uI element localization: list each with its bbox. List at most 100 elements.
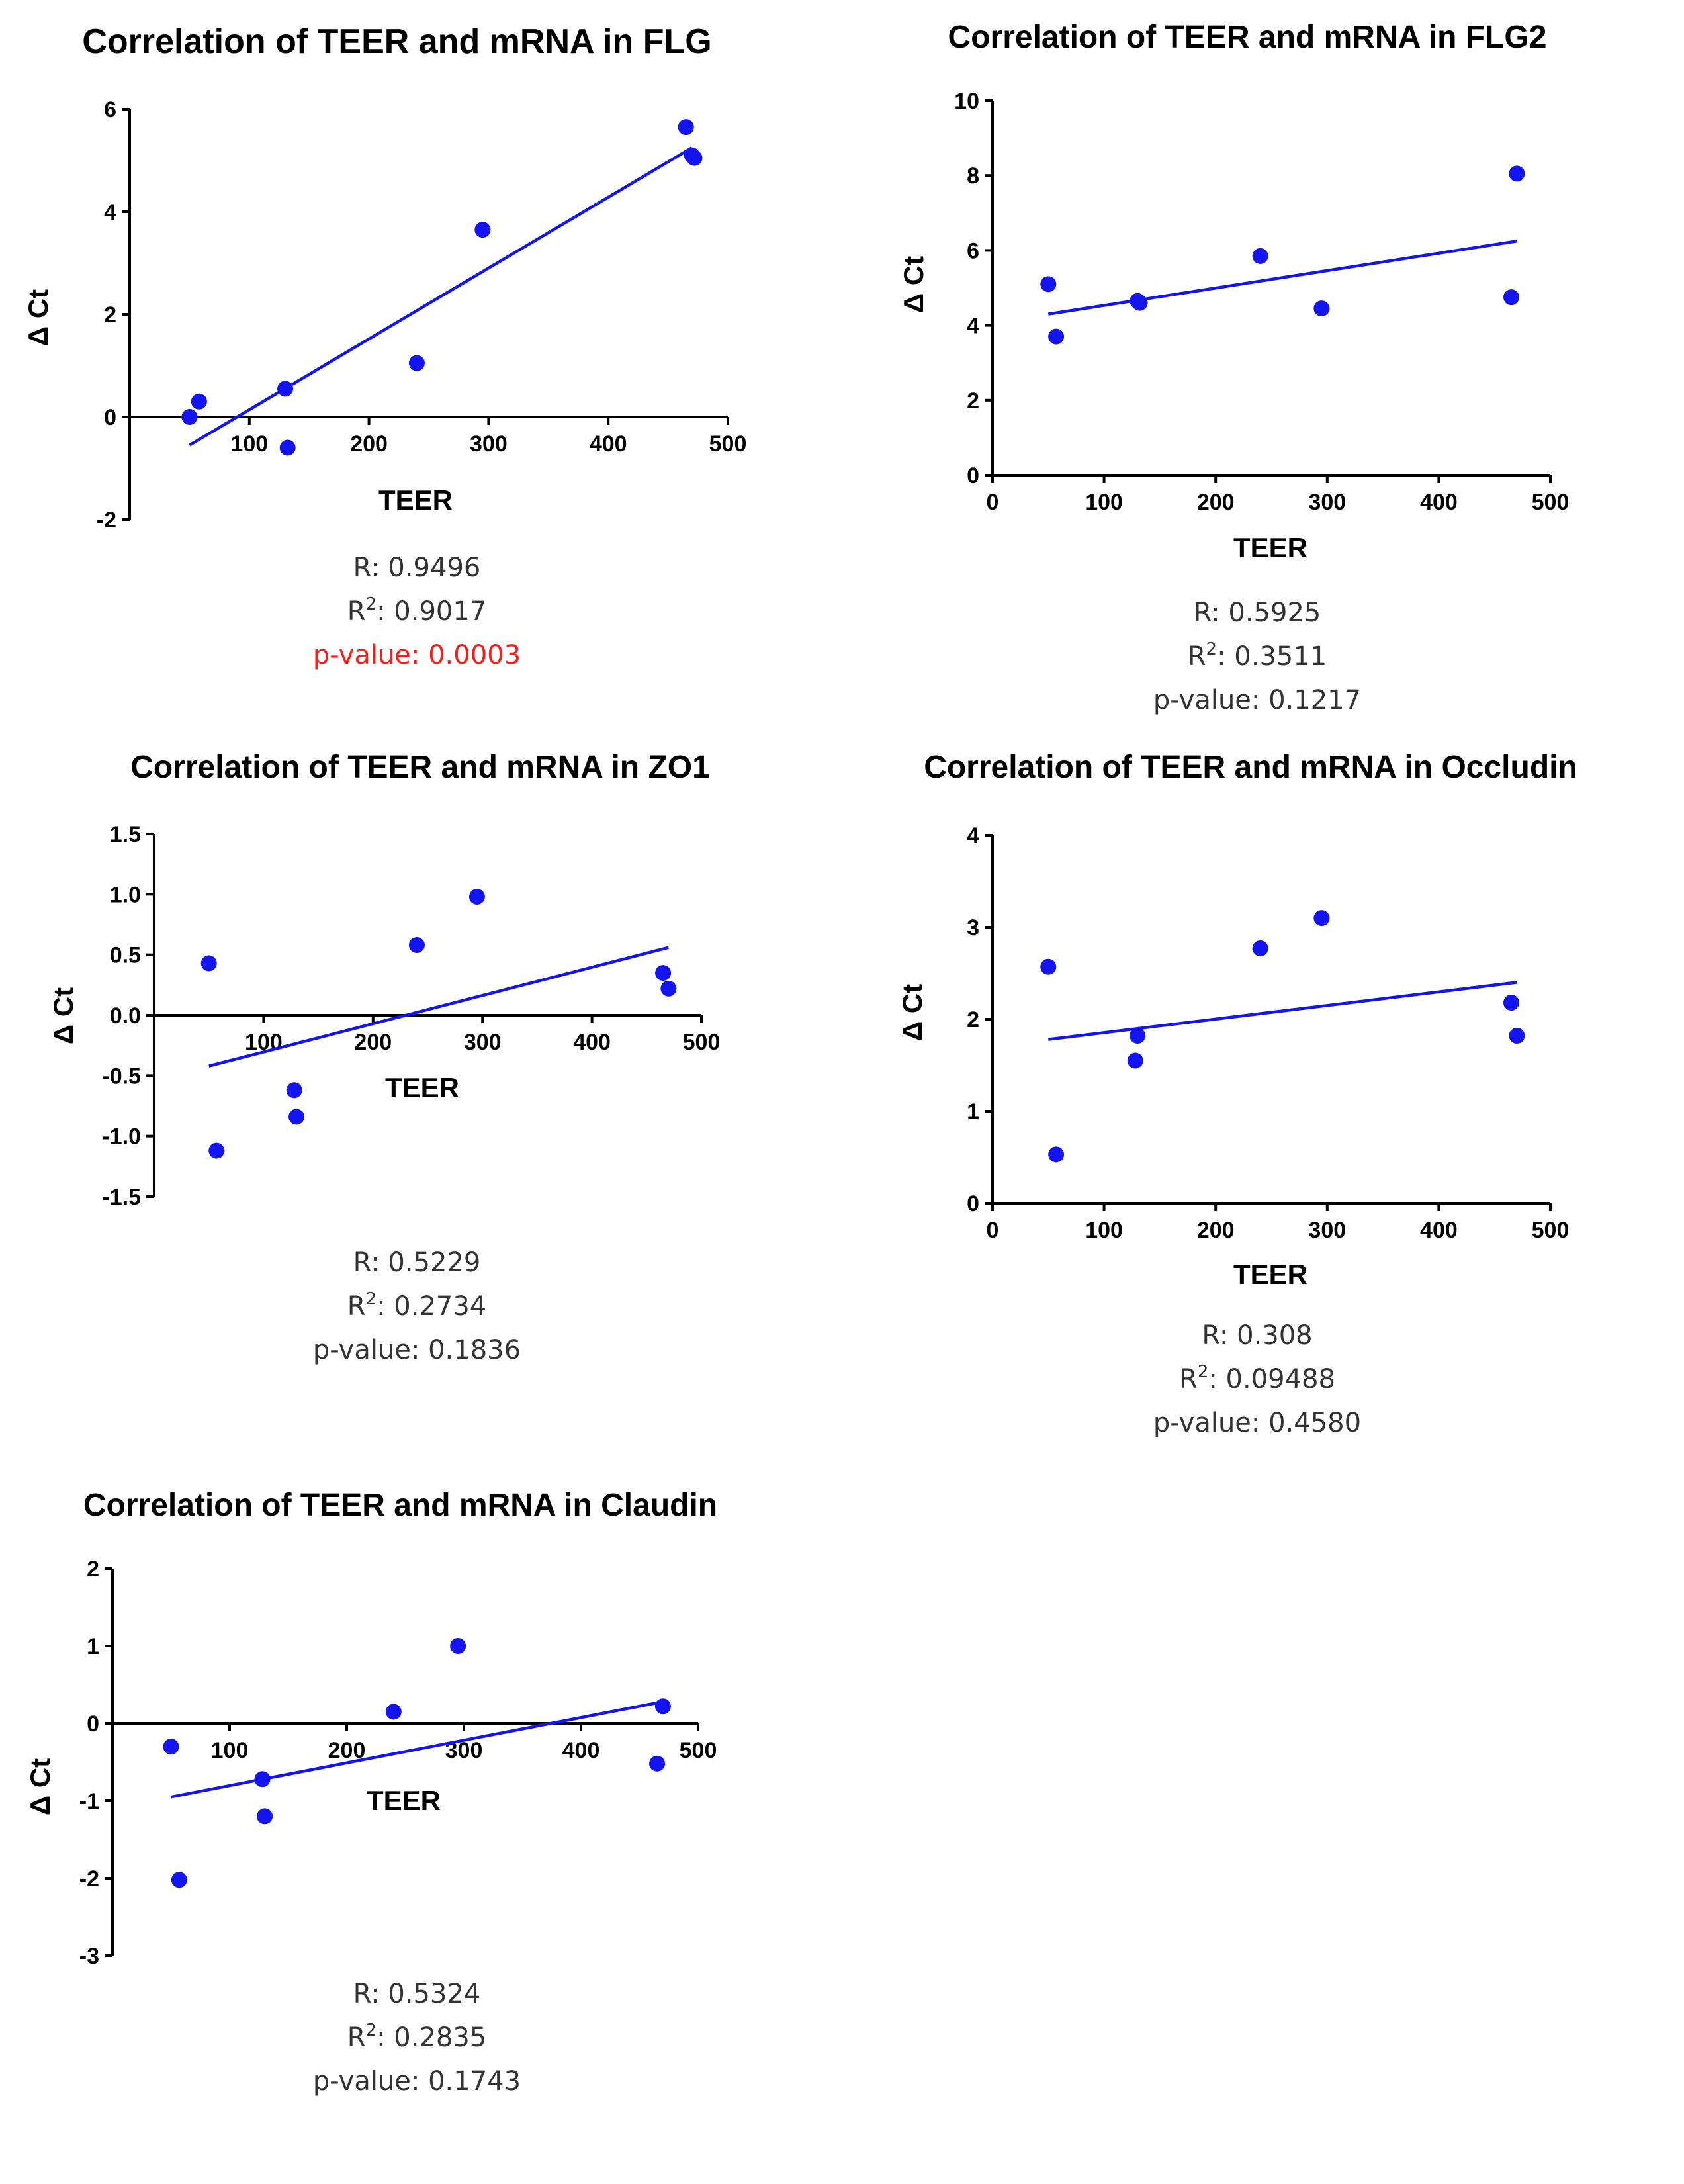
regression-line — [1047, 240, 1517, 316]
stat-p-value: p-value: 0.1217 — [1153, 685, 1362, 715]
y-tick-label: 2 — [87, 1557, 99, 1582]
data-point — [385, 1704, 402, 1720]
data-point — [1040, 276, 1057, 293]
x-tick-label: 200 — [1197, 490, 1235, 515]
x-axis-label: TEER — [378, 484, 453, 516]
x-tick-label: 500 — [709, 432, 747, 457]
x-axis-label: TEER — [1233, 532, 1307, 563]
chart-occludin: Correlation of TEER and mRNA in Occludin… — [897, 750, 1577, 1290]
y-axis-label: Δ Ct — [22, 289, 54, 346]
y-tick-label: 0 — [87, 1711, 99, 1737]
chart-title: Correlation of TEER and mRNA in ZO1 — [130, 750, 710, 785]
stat-p-value: p-value: 0.1836 — [312, 1335, 521, 1365]
data-point — [678, 119, 694, 136]
data-point — [1509, 1028, 1525, 1044]
chart-flg: Correlation of TEER and mRNA in FLG -2 0 2… — [22, 23, 747, 533]
x-axis-label: TEER — [385, 1072, 459, 1103]
y-tick-label: -3 — [79, 1944, 99, 1969]
data-point — [1131, 295, 1148, 311]
stat-r: R: 0.5925 — [1193, 598, 1321, 628]
data-point — [649, 1755, 666, 1772]
y-tick-label: 2 — [104, 302, 116, 328]
data-point — [1313, 300, 1330, 317]
x-tick-label: 100 — [211, 1738, 249, 1763]
y-tick-label: 3 — [967, 915, 979, 940]
chart-panel-flg2: Correlation of TEER and mRNA in FLG2 0 2 4… — [844, 0, 1684, 715]
x-tick-label: 300 — [470, 432, 508, 457]
x-tick-label: 300 — [1308, 490, 1346, 515]
data-point — [163, 1739, 179, 1755]
stat-r2: R2: 0.2835 — [347, 2021, 487, 2053]
x-axis-label: TEER — [367, 1785, 441, 1816]
chart-panel-claudin: Correlation of TEER and mRNA in Claudin … — [0, 1469, 840, 2184]
stat-p-value: p-value: 0.1743 — [312, 2066, 521, 2097]
stat-r: R: 0.5229 — [353, 1248, 481, 1278]
regression-line — [189, 146, 693, 447]
stat-r: R: 0.308 — [1202, 1320, 1313, 1351]
data-point — [1048, 1146, 1065, 1163]
y-tick-label: -0.5 — [102, 1064, 141, 1089]
chart-title: Correlation of TEER and mRNA in FLG — [82, 23, 711, 61]
x-tick-label: 0 — [987, 1218, 999, 1243]
x-tick-label: 200 — [1197, 1218, 1235, 1243]
x-tick-label: 200 — [350, 432, 388, 457]
regression-line — [1048, 981, 1517, 1041]
data-point — [208, 1142, 225, 1159]
x-tick-label: 300 — [1308, 1218, 1346, 1243]
chart-panel-zo1: Correlation of TEER and mRNA in ZO1 -1.5… — [0, 735, 840, 1449]
y-axis-label: Δ Ct — [48, 987, 79, 1044]
x-tick-label: 400 — [562, 1738, 600, 1763]
x-tick-label: 400 — [1420, 490, 1458, 515]
stat-r: R: 0.5324 — [353, 1979, 481, 2009]
y-tick-label: 1 — [967, 1099, 979, 1124]
data-point — [1503, 994, 1519, 1011]
y-tick-label: 0.0 — [110, 1003, 141, 1028]
data-point — [654, 1698, 671, 1715]
y-tick-label: -1 — [79, 1789, 99, 1814]
data-point — [1127, 1052, 1143, 1069]
chart-title: Correlation of TEER and mRNA in FLG2 — [948, 20, 1547, 55]
x-tick-label: 200 — [328, 1738, 366, 1763]
stat-r2: R2: 0.3511 — [1187, 639, 1327, 672]
x-tick-label: 200 — [354, 1030, 392, 1055]
y-axis-label: Δ Ct — [898, 256, 929, 313]
stats-block: R: 0.5925 R2: 0.3511 p-value: 0.1217 — [1131, 591, 1383, 722]
x-tick-label: 100 — [1085, 490, 1123, 515]
stats-block: R: 0.5324 R2: 0.2835 p-value: 0.1743 — [291, 1972, 543, 2103]
y-tick-label: 0 — [104, 405, 116, 430]
stats-block: R: 0.308 R2: 0.09488 p-value: 0.4580 — [1131, 1314, 1383, 1445]
data-point — [660, 980, 677, 997]
y-tick-label: 0.5 — [110, 943, 141, 968]
y-tick-label: 8 — [967, 163, 979, 189]
x-tick-label: 100 — [1085, 1218, 1123, 1243]
data-point — [191, 393, 207, 410]
data-point — [181, 409, 198, 425]
x-tick-label: 400 — [1420, 1218, 1458, 1243]
data-point — [1509, 165, 1525, 182]
x-tick-label: 400 — [573, 1030, 611, 1055]
chart-title: Correlation of TEER and mRNA in Occludin — [924, 750, 1577, 785]
chart-flg2: Correlation of TEER and mRNA in FLG2 0 2 4… — [898, 20, 1569, 563]
x-tick-label: 500 — [1532, 1218, 1570, 1243]
y-tick-label: 4 — [967, 314, 979, 339]
y-tick-label: 6 — [104, 97, 116, 122]
data-point — [1130, 1028, 1146, 1044]
y-tick-label: 0 — [967, 463, 979, 488]
y-tick-label: 4 — [104, 200, 116, 225]
y-tick-label: -1.5 — [102, 1185, 141, 1210]
data-point — [279, 439, 296, 456]
data-point — [450, 1638, 466, 1654]
y-axis-label: Δ Ct — [24, 1758, 56, 1815]
x-tick-label: 500 — [680, 1738, 717, 1763]
chart-title: Correlation of TEER and mRNA in Claudin — [83, 1488, 717, 1523]
stat-r2: R2: 0.9017 — [347, 594, 487, 627]
data-point — [408, 355, 425, 371]
data-point — [655, 965, 672, 981]
chart-zo1: Correlation of TEER and mRNA in ZO1 -1.5… — [48, 750, 721, 1210]
data-point — [286, 1082, 302, 1099]
x-tick-label: 500 — [683, 1030, 721, 1055]
y-tick-label: 1.5 — [110, 822, 141, 847]
y-axis-label: Δ Ct — [897, 984, 928, 1041]
y-tick-label: -1.0 — [102, 1124, 141, 1150]
x-tick-label: 100 — [230, 432, 268, 457]
